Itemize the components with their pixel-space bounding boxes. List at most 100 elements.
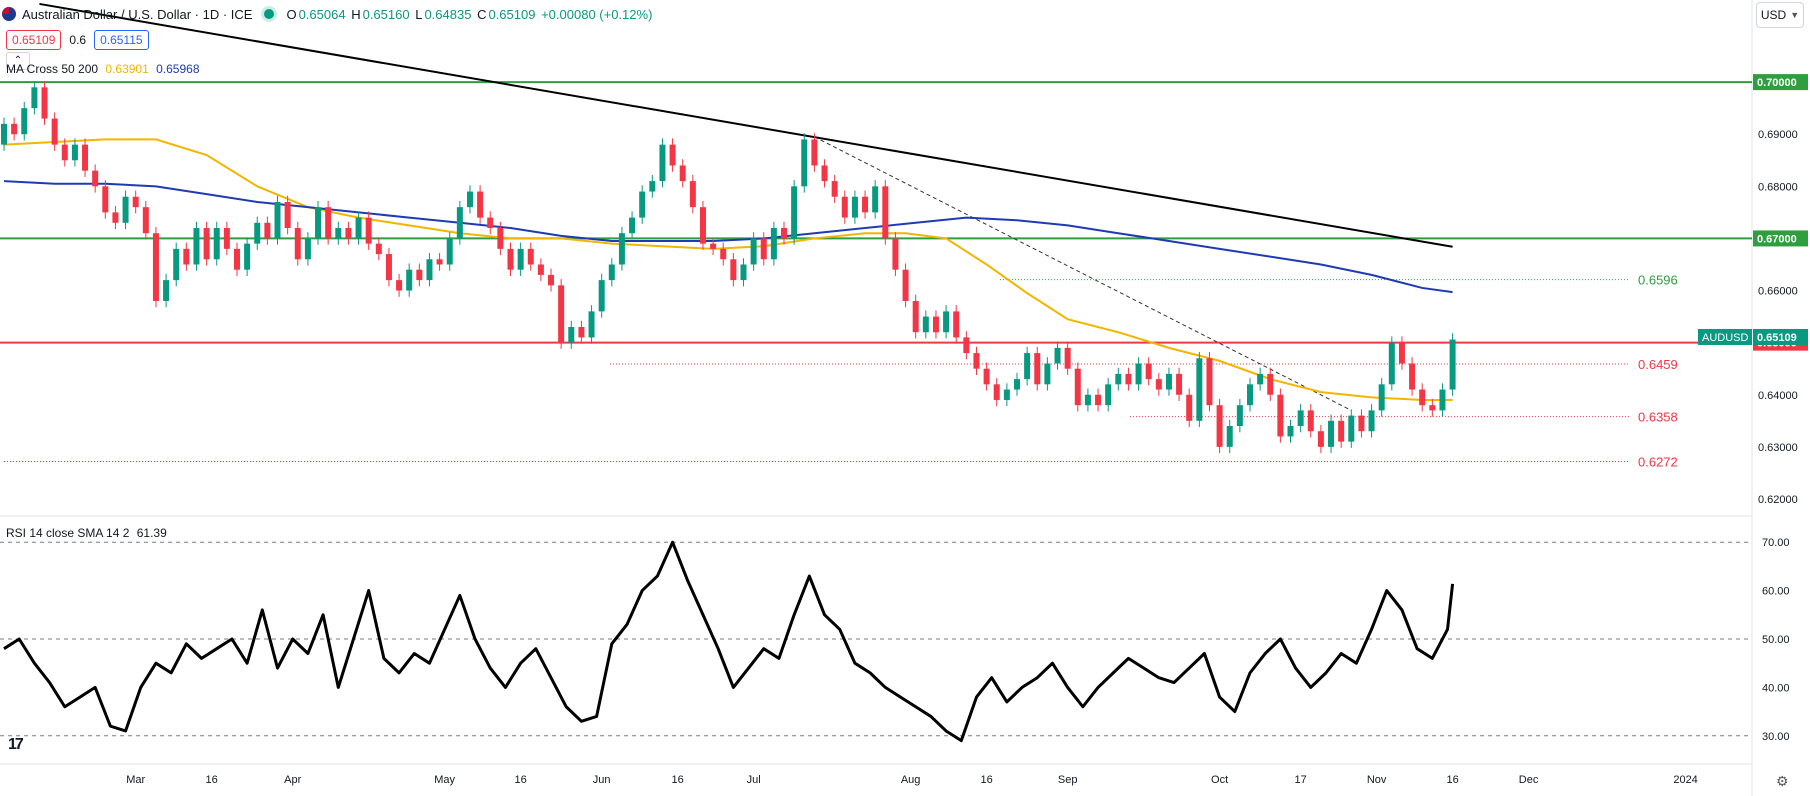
- candle-body: [1368, 410, 1375, 432]
- price-tick-label: 0.66000: [1758, 286, 1798, 298]
- candle-body: [730, 259, 737, 281]
- candle-body: [102, 186, 109, 213]
- candle-body: [163, 280, 170, 301]
- rsi-tick-label: 50.00: [1762, 634, 1790, 646]
- candle-body: [223, 228, 230, 249]
- ma-legend[interactable]: MA Cross 50 200 0.63901 0.65968: [6, 62, 200, 76]
- candle-body: [21, 108, 28, 135]
- sell-button[interactable]: 0.65109: [6, 30, 62, 50]
- candle-body: [943, 311, 950, 333]
- candle-body: [983, 368, 990, 385]
- candle-body: [1226, 426, 1233, 447]
- currency-button[interactable]: USD ▼: [1756, 2, 1804, 28]
- candlestick-series: [1, 81, 1456, 454]
- candle-body: [679, 165, 686, 182]
- moving-averages: [3, 138, 1453, 401]
- level-price-label: 0.70000: [1757, 77, 1797, 89]
- price-tick-label: 0.64000: [1758, 390, 1798, 402]
- candle-body: [456, 207, 463, 239]
- candle-body: [1236, 405, 1243, 427]
- candle-body: [1165, 373, 1172, 390]
- time-axis[interactable]: Mar 16 Apr May 16 Jun 16 Jul Aug 16 Sep Oct 17 Nov 16 D…: [126, 774, 1698, 786]
- high-label: H: [351, 6, 361, 22]
- symbol-title[interactable]: Australian Dollar / U.S. Dollar · 1D · I…: [22, 6, 253, 22]
- time-tick-label: May: [434, 774, 455, 786]
- currency-label: USD: [1760, 8, 1787, 22]
- candle-body: [82, 144, 89, 171]
- candle-body: [1155, 379, 1162, 390]
- candle-body: [436, 259, 443, 265]
- fib-level-label: 0.6272: [1638, 454, 1678, 469]
- fib-level-label: 0.6358: [1638, 410, 1678, 425]
- symbol-tag: [1698, 328, 1752, 345]
- candle-body: [142, 207, 149, 234]
- candle-body: [193, 228, 200, 265]
- candle-body: [629, 217, 636, 234]
- time-tick-label: 17: [1295, 774, 1307, 786]
- candle-body: [781, 228, 788, 239]
- candle-body: [669, 144, 676, 166]
- candle-body: [487, 217, 494, 229]
- candle-body: [1358, 415, 1365, 432]
- rsi-pane: [0, 540, 1752, 743]
- candle-body: [1246, 384, 1253, 406]
- last-price-tag: [1753, 328, 1808, 345]
- candle-body: [466, 191, 473, 208]
- candle-body: [294, 228, 301, 260]
- close-label: C: [477, 6, 487, 22]
- candle-body: [1216, 405, 1223, 447]
- rsi-line: [3, 540, 1455, 743]
- chevron-up-icon[interactable]: ⌃: [6, 52, 30, 70]
- candle-body: [355, 217, 362, 239]
- change-value: +0.00080 (+0.12%): [541, 6, 653, 22]
- open-value: 0.65064: [298, 6, 346, 22]
- candle-body: [841, 196, 848, 218]
- candle-body: [1429, 405, 1436, 411]
- price-axis[interactable]: 0.700000.690000.680000.670000.660000.650…: [1698, 74, 1808, 743]
- candle-body: [132, 196, 139, 208]
- candle-body: [1378, 384, 1385, 411]
- candle-body: [1044, 363, 1051, 385]
- candle-body: [1105, 384, 1112, 406]
- rsi-tick-label: 60.00: [1762, 586, 1790, 598]
- rsi-label: RSI 14 close SMA 14 2: [6, 526, 130, 540]
- candle-body: [649, 181, 656, 192]
- market-status-icon[interactable]: [264, 9, 275, 19]
- au-us-flag-icon: [2, 7, 16, 21]
- candle-body: [244, 243, 251, 270]
- rsi-legend[interactable]: RSI 14 close SMA 14 2 61.39: [6, 526, 167, 540]
- time-tick-label: 16: [515, 774, 527, 786]
- candle-body: [304, 238, 311, 260]
- candle-body: [608, 264, 615, 281]
- trade-buttons: 0.65109 0.6 0.65115: [6, 30, 149, 50]
- candle-body: [1125, 373, 1132, 385]
- candle-body: [1084, 394, 1091, 406]
- candle-body: [426, 259, 433, 281]
- candle-body: [1034, 353, 1041, 385]
- low-value: 0.64835: [424, 6, 472, 22]
- tradingview-logo-icon[interactable]: 17: [8, 736, 24, 753]
- candle-body: [568, 327, 575, 343]
- candle-body: [902, 269, 909, 301]
- candle-body: [1176, 373, 1183, 395]
- level-price-tag: [1753, 74, 1808, 91]
- candle-body: [1186, 394, 1193, 421]
- candle-body: [1135, 363, 1142, 385]
- candle-body: [315, 207, 322, 239]
- candle-body: [112, 212, 119, 223]
- candle-body: [11, 123, 18, 135]
- candle-body: [993, 384, 1000, 400]
- candle-body: [548, 274, 555, 286]
- time-tick-label: Mar: [126, 774, 145, 786]
- buy-button[interactable]: 0.65115: [94, 30, 149, 50]
- price-tick-label: 0.63000: [1758, 442, 1798, 454]
- ma200-value: 0.65968: [156, 62, 200, 76]
- candle-body: [477, 191, 484, 218]
- candle-body: [1449, 339, 1456, 390]
- candle-body: [1003, 389, 1010, 400]
- time-tick-label: Oct: [1211, 774, 1228, 786]
- candle-body: [973, 353, 980, 369]
- candle-body: [406, 269, 413, 291]
- gear-icon[interactable]: ⚙: [1776, 773, 1789, 789]
